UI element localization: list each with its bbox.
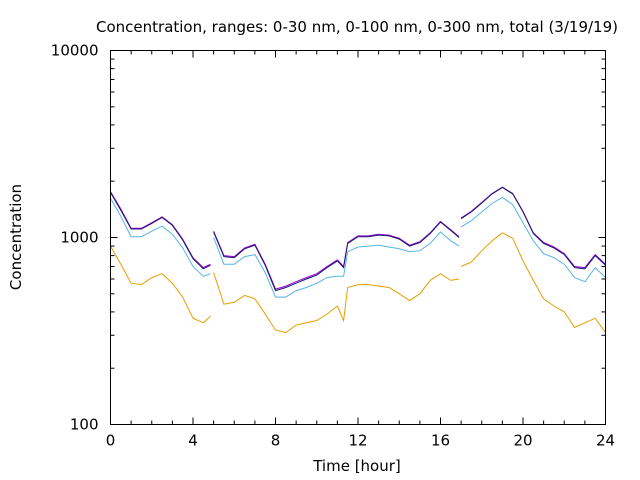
series-line-4 (460, 186, 606, 270)
axis-ticks (110, 50, 606, 425)
x-tick-label: 16 (431, 432, 450, 450)
x-tick-label: 8 (271, 432, 281, 450)
y-axis-label: Concentration (7, 184, 25, 290)
series-line-2 (110, 198, 211, 277)
series-lines (110, 186, 606, 334)
x-tick-label: 12 (348, 432, 367, 450)
series-line-2 (337, 231, 460, 277)
plot-frame (110, 50, 606, 425)
series-line-1 (213, 272, 338, 334)
series-line-4 (213, 231, 338, 292)
x-axis-label: Time [hour] (312, 457, 401, 475)
series-line-2 (213, 237, 338, 298)
y-tick-label: 100 (70, 416, 99, 434)
y-tick-label: 1000 (60, 229, 98, 247)
series-line-1 (336, 273, 460, 323)
series-line-1 (460, 232, 606, 333)
series-line-4 (110, 192, 211, 270)
x-tick-label: 24 (596, 432, 615, 450)
x-tick-label: 0 (106, 432, 116, 450)
x-tick-label: 20 (513, 432, 532, 450)
tick-labels: 0 4 8 12 16 20 24 100 1000 10000 (51, 42, 615, 450)
series-line-2 (460, 196, 606, 283)
series-line-3 (213, 231, 338, 290)
series-line-1 (110, 245, 211, 324)
x-tick-label: 4 (188, 432, 198, 450)
series-line-4 (337, 221, 460, 269)
y-tick-label: 10000 (51, 42, 99, 60)
chart-title: Concentration, ranges: 0-30 nm, 0-100 nm… (96, 18, 618, 36)
